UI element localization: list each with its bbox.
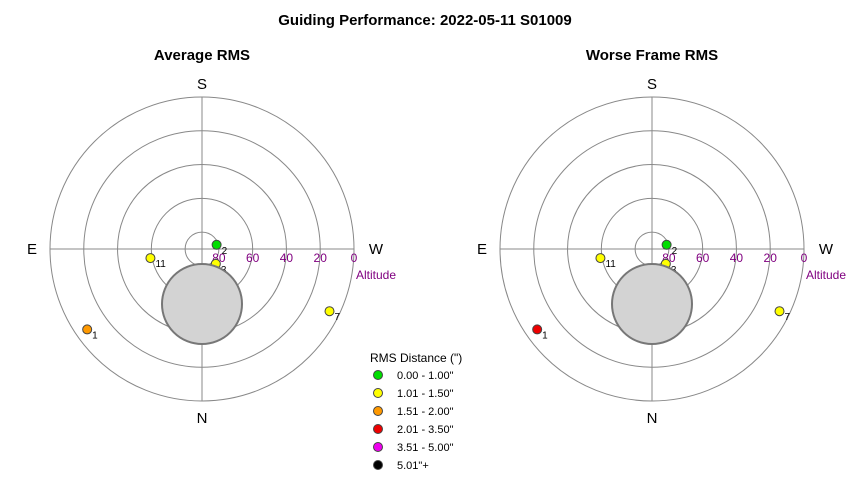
legend-item-label: 1.51 - 2.00"	[397, 406, 454, 418]
point-label-7: 7	[785, 312, 791, 323]
legend-swatch	[373, 424, 383, 434]
altitude-tick-label: 40	[280, 251, 294, 265]
legend: RMS Distance (") 0.00 - 1.00" 1.01 - 1.50"…	[370, 351, 462, 472]
direction-top: S	[647, 76, 657, 93]
direction-right: W	[369, 241, 384, 258]
direction-right: W	[819, 241, 834, 258]
direction-bottom: N	[197, 410, 208, 427]
point-label-11: 11	[155, 259, 166, 270]
legend-swatch	[373, 442, 383, 452]
point-1	[532, 324, 543, 335]
legend-item-label: 1.01 - 1.50"	[397, 388, 454, 400]
point-label-1: 1	[542, 330, 548, 341]
point-7	[324, 306, 335, 317]
legend-item-label: 0.00 - 1.00"	[397, 370, 454, 382]
legend-swatch	[373, 370, 383, 380]
direction-bottom: N	[647, 410, 658, 427]
altitude-tick-label: 40	[730, 251, 744, 265]
point-2	[661, 239, 672, 250]
altitude-tick-label: 20	[764, 251, 778, 265]
direction-left: E	[477, 241, 487, 258]
altitude-axis-label: Altitude	[356, 268, 396, 282]
legend-swatch	[373, 460, 383, 470]
altitude-tick-label: 60	[246, 251, 260, 265]
legend-item-label: 2.01 - 3.50"	[397, 424, 454, 436]
altitude-tick-label: 0	[351, 251, 358, 265]
point-7	[774, 306, 785, 317]
point-11	[145, 253, 156, 264]
direction-top: S	[197, 76, 207, 93]
point-label-2: 2	[672, 246, 678, 257]
point-label-2: 2	[222, 246, 228, 257]
legend-item-label: 5.01"+	[397, 460, 429, 472]
plot-title: Average RMS	[154, 47, 250, 64]
altitude-tick-label: 60	[696, 251, 710, 265]
legend-item-label: 3.51 - 5.00"	[397, 442, 454, 454]
polar-plots: Average RMSSNEW806040200Altitude12345678…	[27, 47, 846, 427]
point-11	[595, 253, 606, 264]
polar-plot-1: Average RMSSNEW806040200Altitude12345678…	[27, 47, 396, 427]
moon-disk	[161, 263, 243, 345]
altitude-tick-label: 0	[801, 251, 808, 265]
legend-swatch	[373, 406, 383, 416]
moon-disk	[611, 263, 693, 345]
chart-title: Guiding Performance: 2022-05-11 S01009	[278, 12, 571, 29]
legend-title: RMS Distance (")	[370, 351, 462, 365]
point-label-7: 7	[335, 312, 341, 323]
polar-plot-2: Worse Frame RMSSNEW806040200Altitude1234…	[477, 47, 846, 427]
altitude-axis-label: Altitude	[806, 268, 846, 282]
point-1	[82, 324, 93, 335]
point-label-11: 11	[605, 259, 616, 270]
legend-swatch	[373, 388, 383, 398]
point-2	[211, 239, 222, 250]
direction-left: E	[27, 241, 37, 258]
plot-title: Worse Frame RMS	[586, 47, 718, 64]
altitude-tick-label: 20	[314, 251, 328, 265]
point-label-1: 1	[92, 330, 98, 341]
